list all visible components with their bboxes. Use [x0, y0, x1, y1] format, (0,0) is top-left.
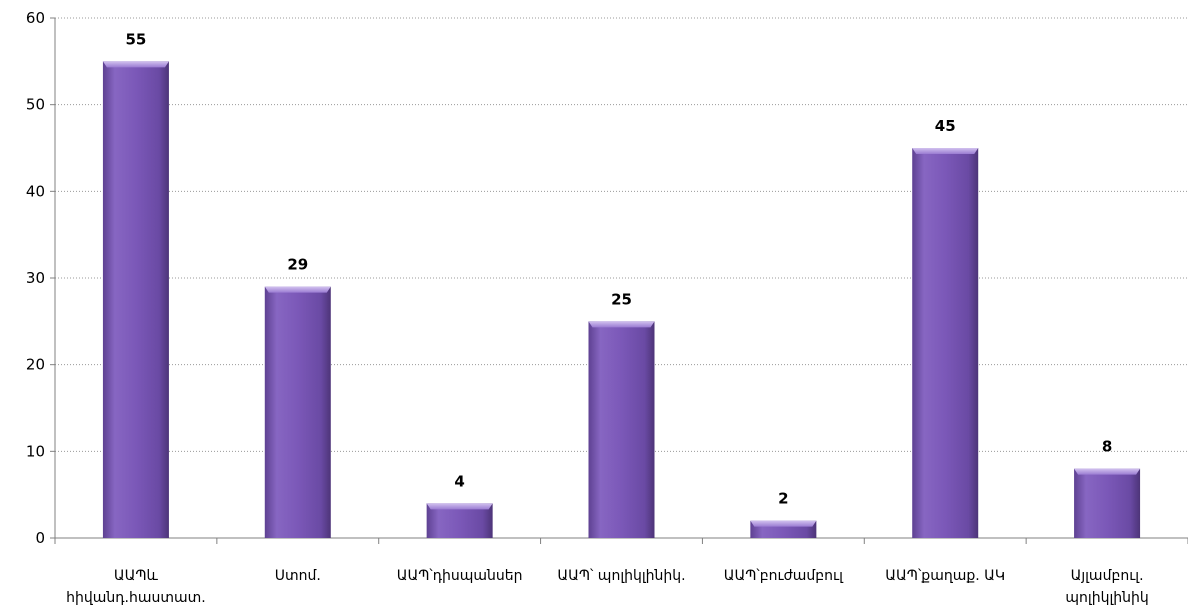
bar-group — [102, 61, 169, 538]
x-category-label: ԱԱՊ՝դիսպանսեր — [397, 568, 523, 584]
bar-cap — [1074, 468, 1141, 475]
bar-group — [264, 286, 331, 538]
y-tick-label: 20 — [26, 356, 45, 374]
bar-group — [912, 148, 979, 538]
x-category-label: հիվանդ.հաստատ. — [66, 590, 206, 606]
bar-cap — [102, 61, 169, 68]
y-tick-label: 40 — [26, 182, 45, 200]
data-label: 29 — [287, 256, 308, 274]
bar-group — [750, 520, 817, 538]
y-tick-label: 0 — [35, 529, 45, 547]
bar-group — [426, 503, 493, 538]
x-category-label: Ստոմ. — [275, 568, 321, 584]
x-category-label: Այլամբուլ. — [1071, 568, 1144, 584]
y-tick-label: 10 — [26, 442, 45, 460]
data-label: 8 — [1102, 438, 1112, 456]
bar-cap — [750, 520, 817, 527]
bar-cap — [426, 503, 493, 510]
bar — [1074, 468, 1141, 538]
bar — [264, 286, 331, 538]
data-label: 25 — [611, 290, 632, 308]
y-tick-label: 30 — [26, 269, 45, 287]
data-label: 45 — [935, 117, 956, 135]
x-category-label: ԱԱՊ՝ պոլիկլինիկ. — [557, 568, 685, 584]
bar-cap — [912, 148, 979, 154]
bar-cap — [588, 321, 655, 328]
x-category-label: ԱԱՊ՝բուժամբուլ — [724, 568, 844, 584]
bar-group — [1074, 468, 1141, 538]
data-label: 4 — [454, 472, 464, 490]
bar — [912, 148, 979, 538]
x-category-label: ԱԱՊև — [114, 568, 159, 584]
y-tick-label: 60 — [26, 9, 45, 27]
x-category-label: պոլիկլինիկ — [1065, 590, 1148, 606]
y-tick-label: 50 — [26, 96, 45, 114]
data-label: 55 — [125, 30, 146, 48]
bar — [588, 321, 655, 538]
bar — [102, 61, 169, 538]
bars — [102, 61, 1141, 538]
bar-group — [588, 321, 655, 538]
x-category-label: ԱԱՊ՝քաղաք. ԱԿ — [885, 568, 1005, 584]
labels: 0 10 20 30 40 50 60 55 ԱԱՊև հիվանդ.հաստատ. 29 Ստոմ.… — [26, 9, 1149, 606]
bar-cap — [264, 286, 331, 293]
data-label: 2 — [778, 490, 788, 508]
